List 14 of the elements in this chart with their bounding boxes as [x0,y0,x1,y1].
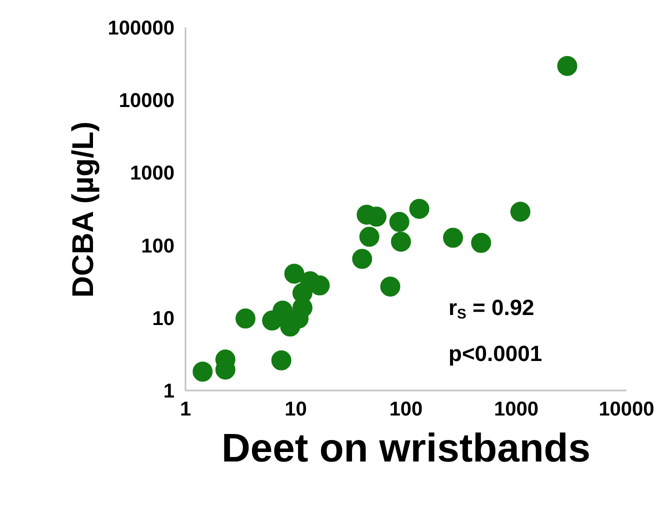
x-axis-title: Deet on wristbands [222,426,590,470]
x-tick-label: 1 [180,398,192,420]
x-tick-label: 10000 [598,398,654,420]
x-tick-label: 1000 [494,398,539,420]
y-tick-label: 1000 [130,162,175,185]
x-tick-label: 10 [284,398,307,420]
y-axis-title: DCBA (µg/L) [66,121,100,298]
y-tick-label: 100000 [108,18,175,40]
y-tick-label: 10000 [118,90,175,112]
y-tick-label: 10 [152,308,175,330]
y-tick-label: 1 [163,380,174,402]
y-tick-label: 100 [141,235,175,258]
x-tick-label: 100 [389,398,423,420]
annotation: p<0.0001 [448,341,542,366]
